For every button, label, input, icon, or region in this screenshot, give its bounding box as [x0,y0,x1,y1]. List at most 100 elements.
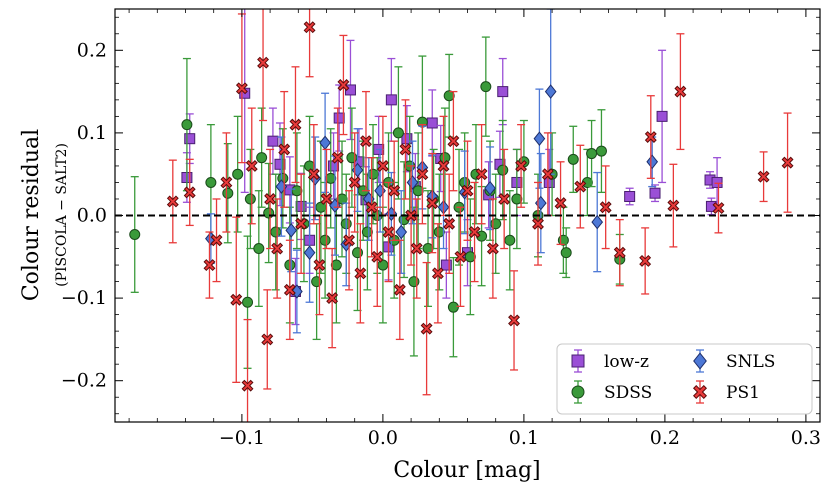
y-axis-title: Colour residual [19,129,44,301]
legend: low-z SDSS SNLS PS1 [556,343,813,415]
data-point [330,259,342,271]
data-point [371,250,384,263]
y-tick-label: 0.1 [77,122,107,144]
data-point [346,152,358,164]
data-point [454,250,467,263]
y-tick-label: 0.2 [77,39,107,61]
tick-layer: −0.1 0.0 0.1 0.2 0.3 −0.2 −0.1 0.0 0.1 0.2 [61,9,821,449]
legend-marker [571,354,585,368]
data-layer [129,9,794,422]
data-point [649,187,661,199]
data-point [447,301,459,313]
y-tick-label: 0.0 [77,205,107,227]
data-point [344,84,356,96]
data-point [343,234,356,247]
data-point [461,184,474,197]
data-point [426,117,438,129]
data-point [337,79,350,91]
data-point [595,145,607,157]
legend-label: SNLS [726,352,775,372]
data-point [401,133,413,145]
data-point [591,214,604,230]
data-point [408,276,420,288]
data-point [307,168,320,181]
data-point [574,180,587,193]
data-point [352,247,364,259]
data-point [443,90,455,102]
data-point [498,193,511,205]
data-point [278,143,291,156]
data-point [447,135,460,148]
data-point [480,81,492,93]
y-tick-label: −0.2 [61,370,107,392]
data-point [289,118,302,131]
data-point [426,197,439,210]
data-point [412,185,424,197]
data-point [336,193,348,205]
data-point [253,243,265,255]
data-point [360,135,372,148]
data-point [486,242,499,255]
data-point [261,333,274,346]
data-point [440,259,452,271]
data-point [674,85,687,98]
data-point [515,159,528,172]
data-point [274,158,286,170]
data-point [256,152,268,164]
data-point [393,283,406,296]
data-point [376,159,389,172]
x-tick-label: 0.0 [368,427,398,449]
data-point [468,226,481,238]
data-point [295,217,308,230]
data-point [781,156,794,169]
data-point [311,276,323,288]
data-point [613,246,626,259]
data-point [644,131,657,143]
data-point [232,168,244,180]
data-point [367,168,379,180]
data-point [624,191,636,203]
legend-marker [571,385,585,399]
data-point [385,94,397,106]
legend-entry-ps1: PS1 [692,380,760,404]
data-point [166,195,179,208]
data-point [443,217,456,230]
data-point [331,151,344,164]
data-point [257,56,270,69]
data-point [271,242,284,255]
legend-marker [693,352,707,370]
data-point [244,193,256,205]
data-point [210,234,223,247]
data-point [361,226,373,238]
data-point [504,234,516,246]
data-point [712,202,725,215]
data-point [475,168,488,181]
data-point [230,293,243,306]
data-point [333,112,345,124]
data-point [406,175,419,190]
data-point [303,21,316,34]
data-point [639,254,652,267]
data-point [464,251,476,263]
data-point [667,199,680,212]
legend-entry-sdss: SDSS [571,380,652,404]
data-point [283,283,296,296]
data-point [320,193,333,205]
data-point [541,168,554,181]
data-point [354,267,367,280]
data-point [263,207,275,219]
data-point [291,185,303,197]
y-tick-label: −0.1 [61,287,107,309]
data-point [586,148,598,160]
data-point [497,86,509,98]
data-point [544,84,557,99]
data-point [437,159,450,172]
data-point [416,168,429,181]
data-point [532,217,544,230]
data-point [303,245,316,260]
data-point [388,184,401,197]
data-point [319,234,331,246]
data-point [348,176,361,189]
data-point [264,193,277,205]
